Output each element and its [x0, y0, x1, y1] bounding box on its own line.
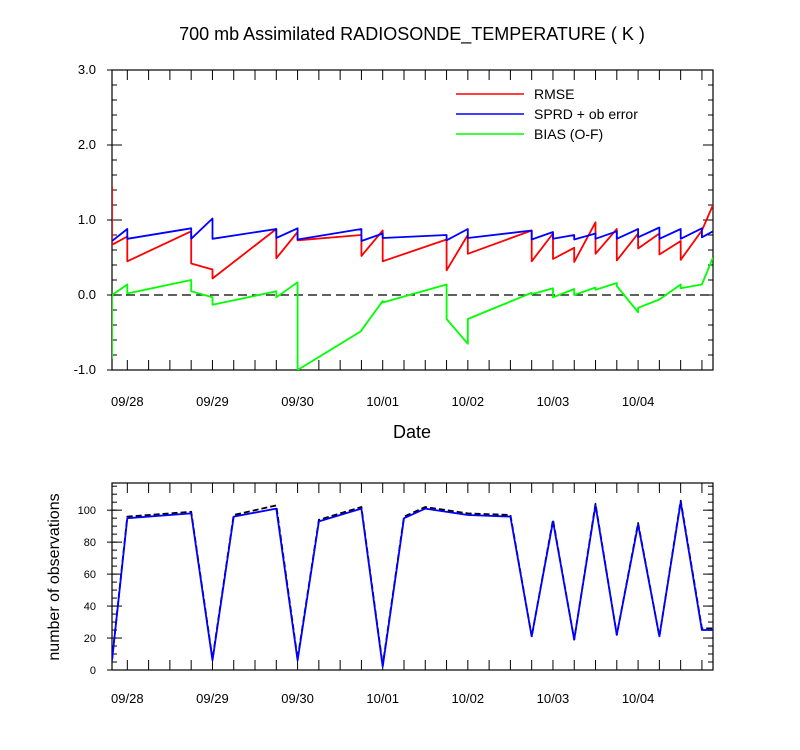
x-tick-label: 10/03 — [537, 691, 570, 706]
y-axis-label: number of observations — [46, 493, 63, 660]
x-tick-label: 09/30 — [281, 691, 314, 706]
series-line-bias-o-f — [112, 257, 713, 370]
y-tick-label: 0.0 — [78, 287, 96, 302]
legend-label-sprd-ob-error: SPRD + ob error — [534, 106, 638, 122]
y-tick-label: -1.0 — [74, 362, 96, 377]
y-tick-label: 40 — [84, 601, 96, 613]
chart-title: 700 mb Assimilated RADIOSONDE_TEMPERATUR… — [179, 24, 645, 45]
x-tick-label: 09/28 — [111, 691, 144, 706]
series-line-assimilated — [112, 501, 713, 668]
y-tick-label: 1.0 — [78, 212, 96, 227]
series-line-rmse — [112, 186, 713, 280]
y-tick-label: 60 — [84, 569, 96, 581]
top-chart-panel: 09/28 09/29 09/30 10/01 10/02 10/03 10/04 -1.0 0… — [74, 62, 714, 409]
y-tick-label: 80 — [84, 537, 96, 549]
x-axis-label: Date — [393, 422, 431, 442]
bottom-chart-panel: 09/28 09/29 09/30 10/01 10/02 10/03 10/04 0 20 40… — [78, 482, 714, 706]
y-tick-label: 2.0 — [78, 137, 96, 152]
x-tick-label: 09/28 — [111, 394, 144, 409]
x-tick-label: 10/01 — [366, 394, 399, 409]
y-tick-label: 3.0 — [78, 62, 96, 77]
legend-label-bias-o-f: BIAS (O-F) — [534, 126, 603, 142]
x-tick-label: 10/03 — [537, 394, 570, 409]
x-tick-label: 10/04 — [622, 394, 655, 409]
x-tick-label: 10/01 — [366, 691, 399, 706]
y-tick-label: 0 — [90, 665, 96, 677]
x-tick-label: 10/04 — [622, 691, 655, 706]
y-tick-label: 20 — [84, 633, 96, 645]
x-tick-label: 09/29 — [196, 691, 229, 706]
legend-label-rmse: RMSE — [534, 86, 574, 102]
x-tick-label: 09/29 — [196, 394, 229, 409]
x-tick-label: 10/02 — [452, 691, 485, 706]
plot-frame — [111, 482, 714, 671]
x-tick-label: 10/02 — [452, 394, 485, 409]
series-line-sprd-ob-error — [112, 217, 713, 242]
x-tick-label: 09/30 — [281, 394, 314, 409]
y-tick-label: 100 — [78, 505, 96, 517]
